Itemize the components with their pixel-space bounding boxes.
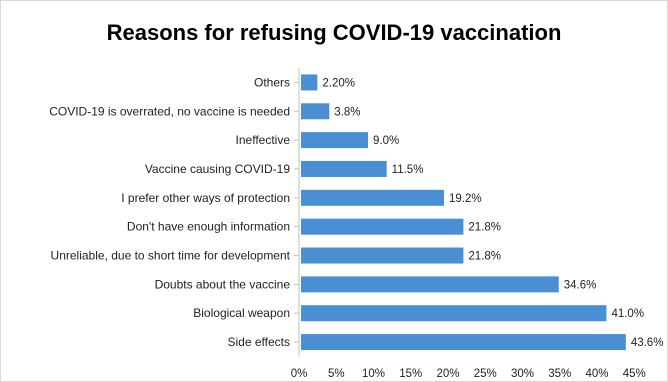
x-tick-label: 30% xyxy=(511,368,534,380)
data-label: 9.0% xyxy=(373,135,399,147)
data-label: 11.5% xyxy=(392,164,424,176)
data-label: 2.20% xyxy=(322,77,355,89)
data-label: 41.0% xyxy=(611,308,644,320)
x-tick-label: 35% xyxy=(548,368,571,380)
x-tick-label: 5% xyxy=(328,368,345,380)
x-tick-label: 20% xyxy=(436,368,459,380)
bar xyxy=(301,103,330,120)
category-label: Others xyxy=(254,75,290,89)
category-label: Doubts about the vaccine xyxy=(155,277,291,291)
x-tick-label: 45% xyxy=(623,368,646,380)
bar xyxy=(301,160,387,177)
category-label: Ineffective xyxy=(236,133,291,147)
bar xyxy=(301,132,369,149)
data-label: 3.8% xyxy=(334,106,360,118)
data-label: 34.6% xyxy=(564,279,597,291)
data-label: 43.6% xyxy=(631,337,664,349)
data-label: 19.2% xyxy=(449,193,482,205)
x-tick-label: 0% xyxy=(291,368,308,380)
x-tick-label: 15% xyxy=(399,368,422,380)
bar xyxy=(301,305,607,322)
chart-title: Reasons for refusing COVID-19 vaccinatio… xyxy=(106,20,562,45)
x-tick-label: 10% xyxy=(362,368,385,380)
category-label: Biological weapon xyxy=(193,306,290,320)
bar xyxy=(301,74,318,91)
bar xyxy=(301,334,626,351)
category-label: COVID-19 is overrated, no vaccine is nee… xyxy=(49,104,290,118)
bar xyxy=(301,247,464,264)
bar xyxy=(301,218,464,235)
x-tick-label: 25% xyxy=(474,368,497,380)
bar xyxy=(301,189,445,206)
category-label: I prefer other ways of protection xyxy=(121,191,290,205)
category-label: Side effects xyxy=(228,335,290,349)
category-label: Don't have enough information xyxy=(127,220,290,234)
bar xyxy=(301,276,559,293)
data-label: 21.8% xyxy=(468,222,501,234)
x-tick-label: 40% xyxy=(585,368,608,380)
category-label: Vaccine causing COVID-19 xyxy=(145,162,291,176)
data-label: 21.8% xyxy=(468,251,501,263)
category-label: Unreliable, due to short time for develo… xyxy=(51,249,291,263)
